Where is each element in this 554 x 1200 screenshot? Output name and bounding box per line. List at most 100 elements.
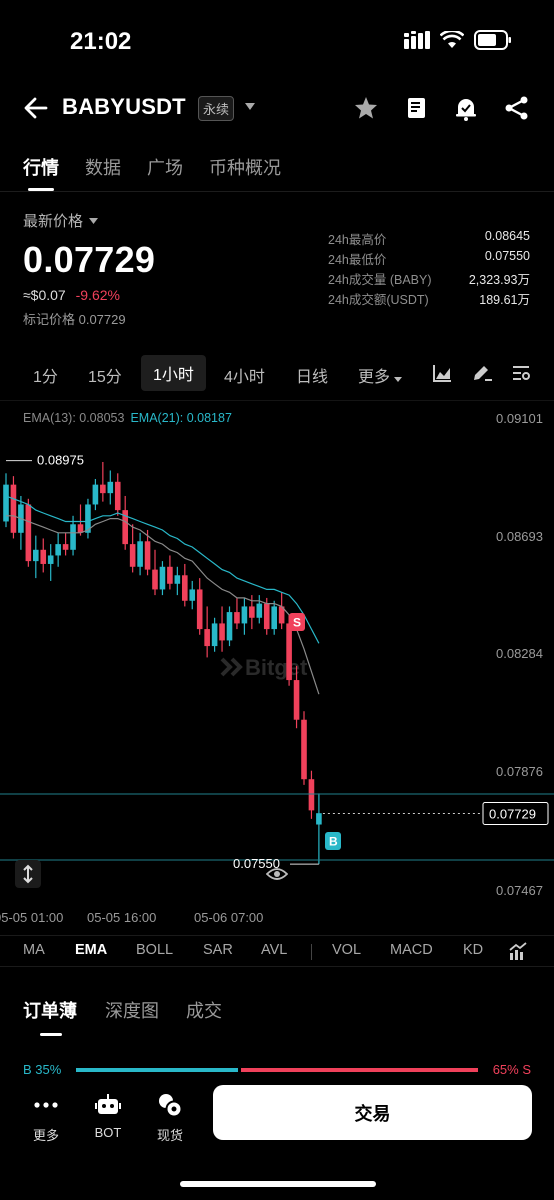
candle-body <box>256 603 263 618</box>
buy-marker <box>325 832 341 850</box>
y-tick-label: 0.08693 <box>496 529 543 544</box>
sell-ratio: 65% S <box>492 1062 531 1077</box>
interval-15m[interactable]: 15分 <box>88 369 122 386</box>
bitget-watermark: Bitget <box>220 655 308 680</box>
sell-marker-label: S <box>293 616 301 630</box>
tab-order-book[interactable]: 订单薄 <box>23 1001 77 1021</box>
ema-legend: EMA(13): 0.08053 EMA(21): 0.08187 <box>23 411 232 425</box>
candle-body <box>308 779 315 811</box>
chevron-down-icon <box>394 377 403 382</box>
tab-coin-overview[interactable]: 币种概况 <box>209 158 281 178</box>
active-tab-indicator <box>28 188 54 191</box>
indicator-boll[interactable]: BOLL <box>136 942 174 958</box>
indicator-sar[interactable]: SAR <box>203 942 233 958</box>
nav-spot[interactable]: 现货 <box>145 1091 195 1144</box>
candle-body <box>293 680 300 720</box>
alert-bell-icon[interactable] <box>452 94 480 122</box>
symbol-title[interactable]: BABYUSDT <box>62 94 186 119</box>
candle-body <box>77 524 84 533</box>
tab-market[interactable]: 行情 <box>23 158 59 178</box>
indicator-divider <box>311 944 312 960</box>
buy-ratio: B 35% <box>23 1062 62 1077</box>
candle-body <box>301 719 307 780</box>
symbol-dropdown-icon[interactable] <box>245 103 255 110</box>
candle-body <box>182 575 188 601</box>
last-price: 0.07729 <box>23 239 156 280</box>
star-icon[interactable] <box>352 94 380 122</box>
candle-body <box>204 629 210 647</box>
candle-body <box>25 504 32 562</box>
candle-body <box>234 612 240 624</box>
tab-data[interactable]: 数据 <box>85 158 121 178</box>
candle-body <box>189 589 196 601</box>
stat-row: 24h最低价 0.07550 <box>328 249 530 269</box>
main-tabs: 行情 数据 广场 币种概况 <box>0 150 554 192</box>
stat-row: 24h最高价 0.08645 <box>328 229 530 249</box>
more-dots-icon <box>34 1102 58 1108</box>
x-tick-label: 05-06 07:00 <box>194 910 263 925</box>
indicator-settings-icon[interactable] <box>508 942 528 962</box>
nav-more-label: 更多 <box>32 1128 59 1143</box>
candlestick-chart[interactable]: EMA(13): 0.08053 EMA(21): 0.08187 Bitget … <box>0 400 554 935</box>
candle-body <box>211 623 218 647</box>
current-price-box <box>482 801 549 825</box>
candle-body <box>55 544 61 556</box>
candle-body <box>226 612 233 641</box>
candle-body <box>92 484 99 505</box>
notebook-icon[interactable] <box>402 94 430 122</box>
sell-ratio-bar <box>241 1068 478 1072</box>
interval-1m[interactable]: 1分 <box>33 369 58 386</box>
share-icon[interactable] <box>503 94 531 122</box>
tab-depth-chart[interactable]: 深度图 <box>105 1001 159 1021</box>
tab-square[interactable]: 广场 <box>147 158 183 178</box>
candle-body <box>278 606 285 624</box>
expand-vertical-button[interactable] <box>15 860 41 888</box>
latest-price-selector[interactable]: 最新价格 <box>23 210 155 231</box>
price-block: 最新价格 0.07729 ≈$0.07 -9.62% 标记价格 0.07729 <box>23 210 155 328</box>
candle-body <box>122 510 128 545</box>
contract-type-badge: 永续 <box>198 96 235 121</box>
candle-body <box>129 544 136 567</box>
stat-label: 24h成交额(USDT) <box>328 293 429 307</box>
candle-body <box>316 813 322 825</box>
candle-body <box>219 623 225 641</box>
home-indicator <box>180 1181 376 1187</box>
nav-more[interactable]: 更多 <box>21 1091 71 1144</box>
candle-body <box>62 544 69 550</box>
eye-icon[interactable] <box>266 866 288 882</box>
settings-list-icon[interactable] <box>511 363 531 383</box>
interval-bar: 1分 15分 1小时 4小时 日线 更多 <box>0 355 554 391</box>
trade-button[interactable]: 交易 <box>213 1085 532 1140</box>
candle-body <box>107 481 114 494</box>
battery-icon <box>474 30 511 50</box>
interval-more[interactable]: 更多 <box>358 363 403 387</box>
interval-4h[interactable]: 4小时 <box>224 369 265 386</box>
price-change: -9.62% <box>75 287 120 303</box>
chart-type-icon[interactable] <box>432 363 452 383</box>
indicator-vol[interactable]: VOL <box>332 942 362 958</box>
buy-marker-label: B <box>329 835 338 849</box>
stat-label: 24h最低价 <box>328 253 387 267</box>
indicator-kd[interactable]: KD <box>463 942 484 958</box>
indicator-ema[interactable]: EMA <box>75 942 108 958</box>
watermark-text: Bitget <box>245 655 308 680</box>
interval-1d[interactable]: 日线 <box>296 369 329 386</box>
nav-bot[interactable]: BOT <box>83 1091 133 1140</box>
cellular-signal-icon <box>404 31 430 49</box>
status-icons <box>404 30 512 50</box>
interval-1h[interactable]: 1小时 <box>141 355 206 391</box>
chart-canvas[interactable]: Bitget 0.09101 0.08693 0.08284 0.07876 0.074… <box>0 401 554 936</box>
chevron-down-icon <box>89 217 99 224</box>
indicator-ma[interactable]: MA <box>23 942 45 958</box>
draw-pen-icon[interactable] <box>471 363 493 383</box>
tab-trades[interactable]: 成交 <box>186 1001 222 1021</box>
mark-price: 标记价格 0.07729 <box>23 312 126 327</box>
candle-body <box>144 541 151 570</box>
candle-body <box>47 555 54 564</box>
candle-body <box>137 541 143 567</box>
indicator-macd[interactable]: MACD <box>390 942 433 958</box>
candle-body <box>241 606 248 624</box>
back-arrow-icon[interactable] <box>22 94 50 122</box>
indicator-avl[interactable]: AVL <box>261 942 288 958</box>
price-sub: ≈$0.07 -9.62% <box>23 287 155 303</box>
